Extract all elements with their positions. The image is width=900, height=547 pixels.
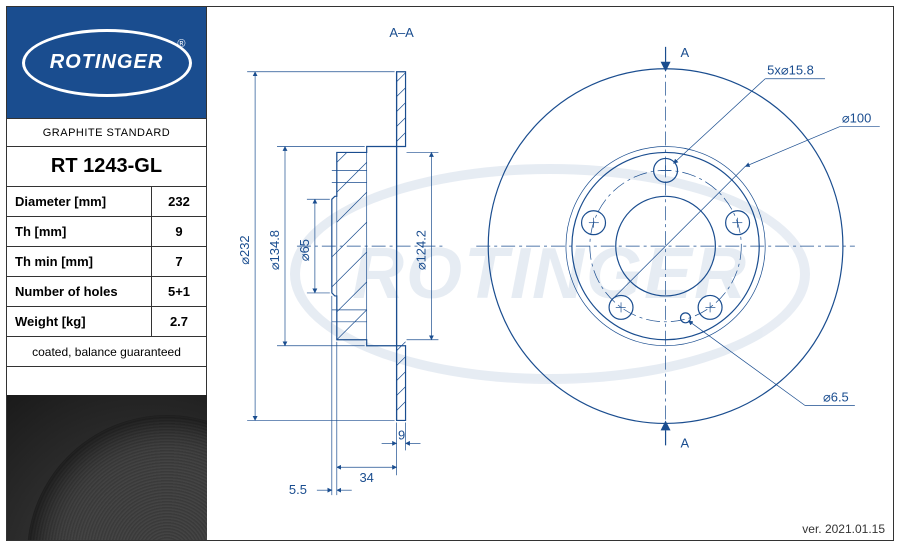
registered-mark: ® <box>177 38 186 50</box>
spec-row: Th min [mm] 7 <box>7 247 206 277</box>
dim-locator: ⌀6.5 <box>823 390 849 405</box>
section-label: A–A <box>389 25 414 40</box>
spec-value: 9 <box>152 224 206 239</box>
dim-outer-dia: ⌀232 <box>237 235 252 264</box>
dim-thickness: 9 <box>398 427 405 442</box>
brand-logo: ROTINGER ® <box>7 7 206 119</box>
spec-label: Weight [kg] <box>7 307 152 336</box>
dim-bolt-circle: ⌀100 <box>842 111 871 126</box>
product-photo <box>7 395 207 540</box>
part-number: RT 1243-GL <box>7 147 206 187</box>
spec-row: Diameter [mm] 232 <box>7 187 206 217</box>
spec-value: 7 <box>152 254 206 269</box>
section-mark-bottom: A <box>681 435 690 450</box>
dim-bolt-pattern: 5x⌀15.8 <box>767 63 814 78</box>
spec-label: Number of holes <box>7 277 152 306</box>
dim-offset: 34 <box>359 470 373 485</box>
spec-label: Th min [mm] <box>7 247 152 276</box>
spec-row: Weight [kg] 2.7 <box>7 307 206 337</box>
front-view: A A 5x⌀15.8 ⌀100 ⌀6.5 <box>476 45 879 451</box>
spec-value: 232 <box>152 194 206 209</box>
version-label: ver. 2021.01.15 <box>802 522 885 536</box>
dim-bore: ⌀65 <box>297 239 312 261</box>
dim-chamfer: 5.5 <box>289 482 307 497</box>
dim-hub-dia: ⌀134.8 <box>267 230 282 270</box>
spec-row: Th [mm] 9 <box>7 217 206 247</box>
technical-drawing: ROTINGER A–A <box>207 7 893 540</box>
dim-innerface: ⌀124.2 <box>413 230 428 270</box>
section-mark-top: A <box>681 45 690 60</box>
spec-value: 5+1 <box>152 284 206 299</box>
spec-row: Number of holes 5+1 <box>7 277 206 307</box>
section-view: A–A <box>237 25 446 497</box>
spec-label: Diameter [mm] <box>7 187 152 216</box>
spec-label: Th [mm] <box>7 217 152 246</box>
brand-text: ROTINGER <box>50 51 164 74</box>
series-name: GRAPHITE STANDARD <box>7 119 206 147</box>
spec-note: coated, balance guaranteed <box>7 337 206 367</box>
drawing-svg: A–A <box>207 7 893 540</box>
spec-value: 2.7 <box>152 314 206 329</box>
